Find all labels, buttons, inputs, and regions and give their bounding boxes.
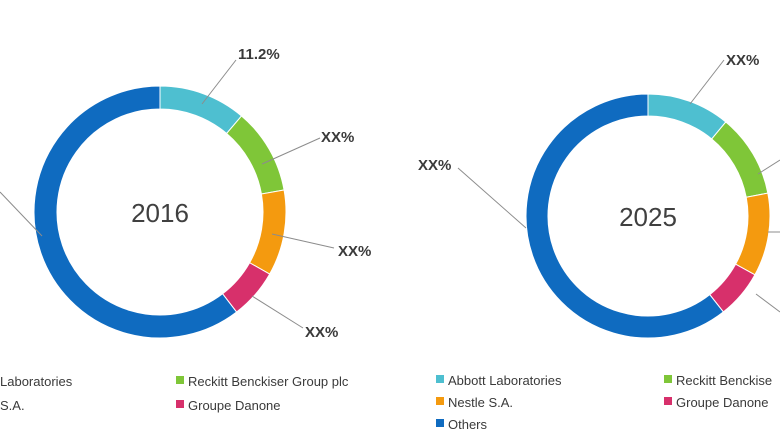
legend-2025-abbott-swatch bbox=[436, 375, 444, 383]
donut-2016-segment-nestle-s-a bbox=[248, 189, 287, 275]
legend-2016-danone-swatch bbox=[176, 400, 184, 408]
legend-2025-reckitt: Reckitt Benckise bbox=[676, 373, 772, 388]
legend-2016-reckitt: Reckitt Benckiser Group plc bbox=[188, 374, 349, 389]
legend-2025-abbott: Abbott Laboratories bbox=[448, 373, 562, 388]
legend-2025-reckitt-swatch bbox=[664, 375, 672, 383]
legend-2025-others: Others bbox=[448, 417, 488, 432]
callout-2016-nestle: XX% bbox=[338, 243, 371, 260]
leader-2016-danone bbox=[251, 295, 304, 329]
callout-2016-danone: XX% bbox=[305, 324, 338, 341]
legend-2025-danone-swatch bbox=[664, 397, 672, 405]
leader-2025-others bbox=[457, 167, 527, 229]
leader-2025-reckitt bbox=[757, 159, 780, 175]
leader-2016-reckitt bbox=[261, 137, 321, 165]
legend-2016-reckitt-swatch bbox=[176, 376, 184, 384]
donut-2025-segment-reckitt-benckiser-group-plc bbox=[711, 121, 769, 198]
donut-2016-segment-reckitt-benckiser-group-plc bbox=[225, 115, 285, 195]
donut-2025-segments bbox=[525, 93, 771, 339]
donut-2025-segment-others bbox=[525, 93, 725, 339]
leader-2016-abbott bbox=[201, 59, 237, 105]
leader-2025-abbott bbox=[689, 59, 725, 105]
donut-2016-center-label: 2016 bbox=[131, 198, 189, 228]
legend-2016-nestle: S.A. bbox=[0, 398, 25, 413]
leader-2016-others bbox=[0, 191, 43, 237]
callout-2016-reckitt: XX% bbox=[321, 129, 354, 146]
donut-2025-segment-nestle-s-a bbox=[734, 192, 771, 276]
callout-2025-abbott: XX% bbox=[726, 52, 759, 69]
donut-2025-segment-abbott-laboratories bbox=[647, 93, 727, 140]
donut-2016-segment-abbott-laboratories bbox=[159, 85, 243, 135]
legend-2016-danone: Groupe Danone bbox=[188, 398, 281, 413]
callout-2016-abbott: 11.2% bbox=[238, 46, 280, 63]
legend-2025-others-swatch bbox=[436, 419, 444, 427]
legend-2025-nestle-swatch bbox=[436, 397, 444, 405]
callout-2025-others: XX% bbox=[418, 157, 451, 174]
donut-2016-segment-others bbox=[33, 85, 238, 339]
legend-2025-danone: Groupe Danone bbox=[676, 395, 769, 410]
donut-2025-center-label: 2025 bbox=[619, 202, 677, 232]
leader-2016-nestle bbox=[271, 233, 335, 249]
leader-2025-danone bbox=[755, 293, 780, 313]
donut-2016-segments bbox=[33, 85, 287, 339]
legend-2025-nestle: Nestle S.A. bbox=[448, 395, 513, 410]
legend-2016-abbott: Laboratories bbox=[0, 374, 73, 389]
